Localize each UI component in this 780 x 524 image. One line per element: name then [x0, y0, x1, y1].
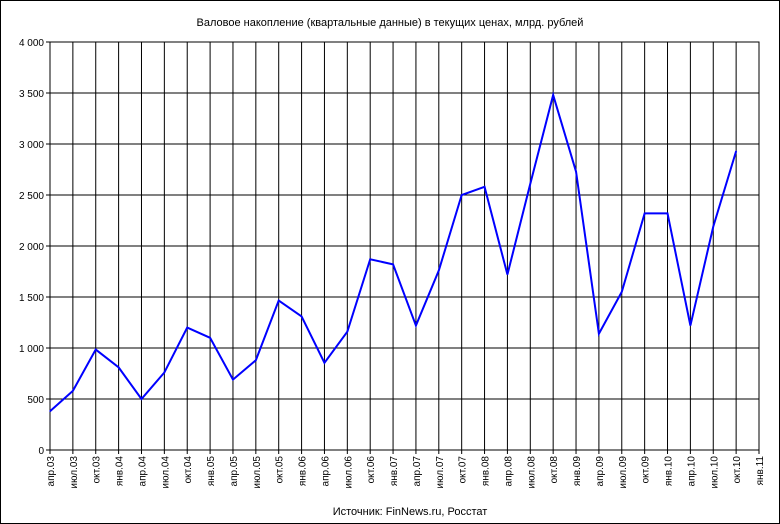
data-point — [415, 324, 417, 327]
x-tick-label: окт.07 — [458, 456, 469, 484]
data-point — [438, 269, 440, 272]
data-point — [232, 379, 234, 381]
series-layer — [49, 91, 738, 412]
x-tick-label: июл.10 — [709, 456, 720, 489]
x-tick-label: июл.08 — [526, 456, 537, 489]
data-point — [598, 333, 600, 335]
x-tick-label: янв.06 — [298, 456, 309, 487]
y-tick-label: 1 000 — [19, 344, 44, 355]
data-point — [95, 348, 97, 351]
y-tick-label: 2 500 — [19, 191, 44, 202]
data-point — [300, 315, 303, 317]
x-tick-label: янв.11 — [755, 456, 766, 486]
data-point — [529, 183, 531, 185]
data-point — [689, 324, 691, 327]
x-tick-label: апр.08 — [503, 456, 514, 487]
x-tick-label: июл.06 — [343, 456, 354, 489]
data-point — [392, 263, 394, 265]
data-point — [323, 362, 326, 364]
data-point — [278, 299, 280, 302]
x-tick-label: апр.06 — [320, 456, 331, 487]
grid — [49, 41, 760, 451]
y-tick-label: 4 000 — [19, 38, 44, 49]
data-point — [712, 226, 714, 228]
y-tick-label: 3 000 — [19, 140, 44, 151]
x-tick-label: окт.09 — [641, 456, 652, 484]
x-tick-label: апр.10 — [686, 456, 697, 487]
chart-title: Валовое накопление (квартальные данные) … — [197, 17, 584, 29]
chart-source: Источник: FinNews.ru, Росстат — [333, 506, 488, 518]
y-tick-label: 1 500 — [19, 293, 44, 304]
x-tick-label: окт.06 — [366, 456, 377, 484]
x-tick-label: апр.07 — [412, 456, 423, 487]
x-tick-label: июл.09 — [618, 456, 629, 489]
x-tick-label: июл.07 — [435, 456, 446, 489]
x-tick-label: янв.10 — [664, 456, 675, 487]
y-tick-label: 3 500 — [19, 89, 44, 100]
x-tick-label: июл.03 — [69, 456, 80, 489]
data-point — [666, 212, 669, 214]
x-tick-label: окт.08 — [549, 456, 560, 484]
data-point — [118, 366, 120, 368]
x-tick-label: апр.09 — [595, 456, 606, 487]
data-point — [140, 398, 143, 400]
data-point — [49, 410, 51, 412]
x-tick-label: окт.03 — [92, 456, 103, 484]
x-tick-label: апр.04 — [137, 456, 148, 487]
y-axis-ticks: 0 500 1 000 1 500 2 000 2 500 3 000 3 500 4 000 — [19, 38, 50, 457]
x-tick-label: окт.10 — [732, 456, 743, 484]
y-tick-label: 0 — [38, 446, 44, 457]
x-tick-label: апр.03 — [46, 456, 57, 487]
data-point — [209, 337, 211, 339]
data-point — [186, 327, 188, 329]
x-tick-label: апр.05 — [229, 456, 240, 487]
data-point — [575, 170, 577, 173]
data-point — [346, 331, 348, 333]
y-tick-label: 500 — [27, 395, 44, 406]
data-point — [552, 94, 554, 96]
y-tick-label: 2 000 — [19, 242, 44, 253]
data-point — [255, 359, 257, 361]
x-tick-label: янв.04 — [115, 456, 126, 487]
data-point — [72, 390, 74, 392]
x-tick-label: янв.07 — [389, 456, 400, 487]
x-tick-label: янв.09 — [572, 456, 583, 487]
data-point — [621, 291, 623, 293]
data-point — [461, 194, 463, 196]
x-tick-label: янв.08 — [481, 456, 492, 487]
data-point — [735, 150, 737, 152]
data-point — [369, 258, 371, 260]
data-point — [506, 273, 509, 276]
x-tick-label: янв.05 — [206, 456, 217, 487]
x-tick-label: июл.04 — [160, 456, 171, 489]
data-point — [163, 371, 165, 374]
x-tick-label: июл.05 — [252, 456, 263, 489]
x-tick-label: окт.04 — [183, 456, 194, 484]
data-point — [483, 186, 486, 188]
x-tick-label: окт.05 — [275, 456, 286, 484]
x-axis-ticks: апр.03 июл.03 окт.03 янв.04 апр.04 июл.04 окт.… — [46, 450, 766, 489]
data-point — [644, 212, 646, 214]
